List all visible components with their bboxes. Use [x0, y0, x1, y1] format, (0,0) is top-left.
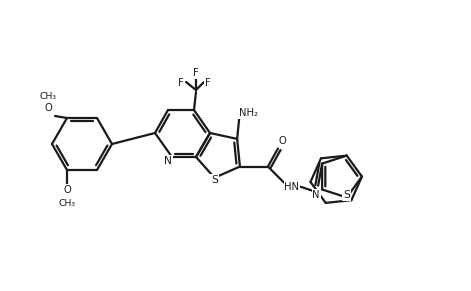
- Text: HN: HN: [284, 182, 300, 191]
- Text: S: S: [211, 175, 218, 185]
- Text: F: F: [178, 78, 184, 88]
- Text: CH₃: CH₃: [40, 91, 57, 100]
- Text: O: O: [278, 136, 286, 146]
- Text: S: S: [343, 191, 350, 200]
- Text: N: N: [164, 156, 172, 166]
- Text: CH₃: CH₃: [58, 200, 75, 208]
- Text: F: F: [193, 68, 199, 78]
- Text: O: O: [44, 103, 52, 113]
- Text: N: N: [312, 190, 320, 200]
- Text: NH₂: NH₂: [239, 108, 258, 118]
- Text: O: O: [63, 185, 71, 195]
- Text: F: F: [205, 78, 211, 88]
